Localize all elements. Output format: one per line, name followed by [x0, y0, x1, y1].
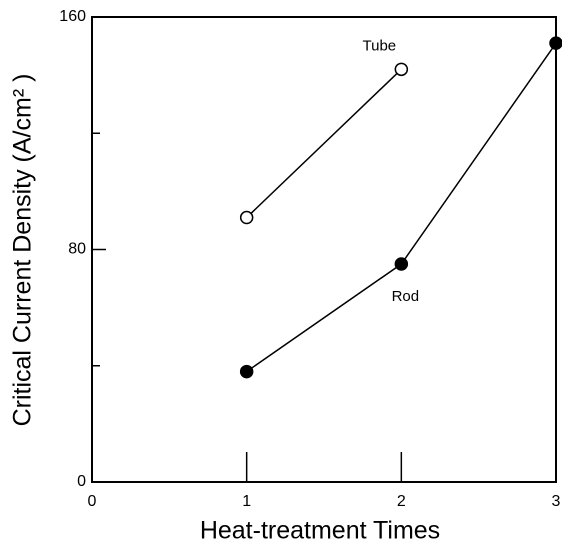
series-label: Rod	[392, 288, 420, 305]
marker	[394, 62, 409, 77]
marker	[239, 364, 254, 379]
plot-frame	[91, 16, 557, 483]
x-axis-label: Heat-treatment Times	[200, 517, 440, 545]
x-tick-label: 0	[88, 493, 97, 510]
y-tick-label: 160	[59, 8, 86, 25]
y-tick-label: 80	[68, 241, 86, 258]
y-axis-label: Critical Current Density (A/cm² )	[9, 74, 37, 427]
x-tick-label: 1	[242, 493, 251, 510]
x-tick-label: 2	[397, 493, 406, 510]
y-tick-label: 0	[77, 473, 86, 490]
marker	[549, 36, 562, 50]
series-line	[246, 42, 557, 373]
series-label: Tube	[363, 37, 397, 54]
marker	[394, 257, 409, 271]
series-line	[246, 68, 402, 219]
x-tick-label: 3	[552, 493, 561, 510]
marker	[239, 210, 254, 225]
